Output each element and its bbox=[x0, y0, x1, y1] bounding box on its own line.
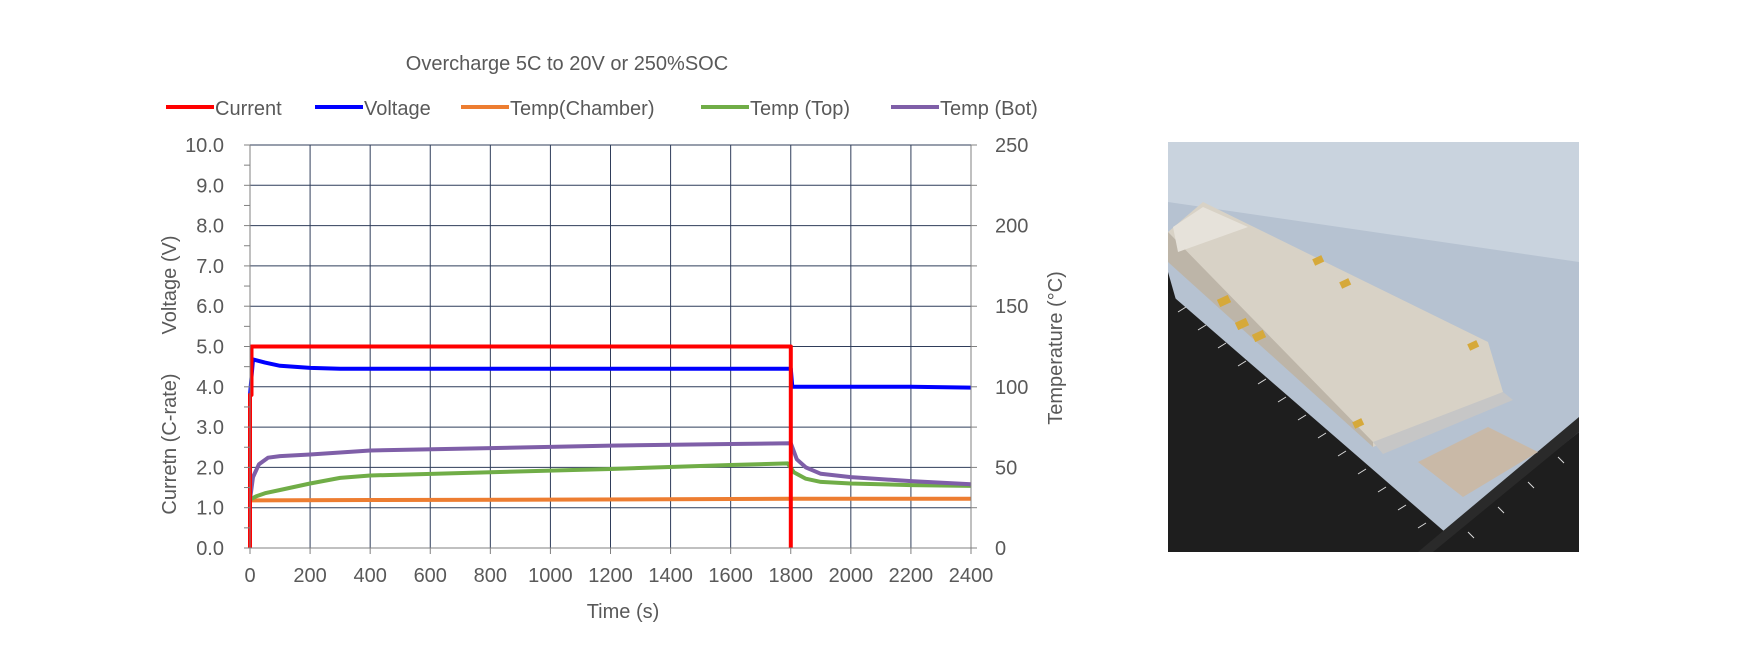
legend: Current Voltage Temp(Chamber) Temp (Top) Tem… bbox=[166, 98, 1038, 120]
series-line-voltage bbox=[248, 357, 972, 496]
y-left-tick-label: 8.0 bbox=[196, 216, 224, 238]
y-left-tick-label: 10.0 bbox=[185, 135, 224, 157]
y-right-tick-label: 0 bbox=[995, 538, 1006, 560]
x-tick-label: 0 bbox=[244, 565, 255, 587]
x-tick-label: 400 bbox=[353, 565, 386, 587]
y-axis-label-temperature: Temperature (°C) bbox=[1045, 271, 1067, 425]
y-left-tick-label: 5.0 bbox=[196, 337, 224, 359]
x-tick-label: 2200 bbox=[889, 565, 934, 587]
y-left-tick-label: 7.0 bbox=[196, 256, 224, 278]
y-right-tick-label: 250 bbox=[995, 135, 1028, 157]
x-tick-label: 600 bbox=[414, 565, 447, 587]
legend-label: Temp (Top) bbox=[750, 98, 850, 120]
legend-label: Temp(Chamber) bbox=[510, 98, 654, 120]
battery-pouch-cell-photo-icon bbox=[1168, 142, 1579, 552]
y-axis-label-current: Curretn (C-rate) bbox=[159, 373, 181, 514]
x-axis-label: Time (s) bbox=[587, 601, 660, 623]
legend-label: Current bbox=[215, 98, 282, 120]
x-tick-label: 2000 bbox=[829, 565, 874, 587]
x-tick-label: 2400 bbox=[949, 565, 994, 587]
y-right-tick-label: 150 bbox=[995, 296, 1028, 318]
chart-title: Overcharge 5C to 20V or 250%SOC bbox=[406, 53, 728, 75]
y-left-tick-label: 3.0 bbox=[196, 417, 224, 439]
x-tick-label: 1800 bbox=[769, 565, 814, 587]
axes bbox=[244, 144, 977, 554]
y-left-tick-label: 0.0 bbox=[196, 538, 224, 560]
y-left-tick-label: 9.0 bbox=[196, 175, 224, 197]
legend-label: Voltage bbox=[364, 98, 431, 120]
x-tick-label: 1400 bbox=[648, 565, 693, 587]
legend-label: Temp (Bot) bbox=[940, 98, 1038, 120]
x-tick-label: 1600 bbox=[708, 565, 753, 587]
y-right-tick-label: 100 bbox=[995, 377, 1028, 399]
x-tick-label: 1200 bbox=[588, 565, 633, 587]
y-left-tick-label: 6.0 bbox=[196, 296, 224, 318]
y-left-tick-label: 1.0 bbox=[196, 498, 224, 520]
x-tick-label: 800 bbox=[474, 565, 507, 587]
y-right-tick-label: 200 bbox=[995, 216, 1028, 238]
x-tick-label: 1000 bbox=[528, 565, 573, 587]
y-axis-label-voltage: Voltage (V) bbox=[159, 236, 181, 335]
y-left-tick-label: 4.0 bbox=[196, 377, 224, 399]
y-right-tick-label: 50 bbox=[995, 457, 1017, 479]
x-tick-label: 200 bbox=[293, 565, 326, 587]
series-line-temp-bot- bbox=[248, 441, 972, 500]
series-line-temp-chamber- bbox=[249, 496, 971, 503]
tick-labels: 0 200 400 600 800 1000 1200 1400 1600 1800 2000 220… bbox=[185, 135, 1028, 587]
series-line-temp-top- bbox=[249, 461, 972, 502]
y-left-tick-label: 2.0 bbox=[196, 457, 224, 479]
